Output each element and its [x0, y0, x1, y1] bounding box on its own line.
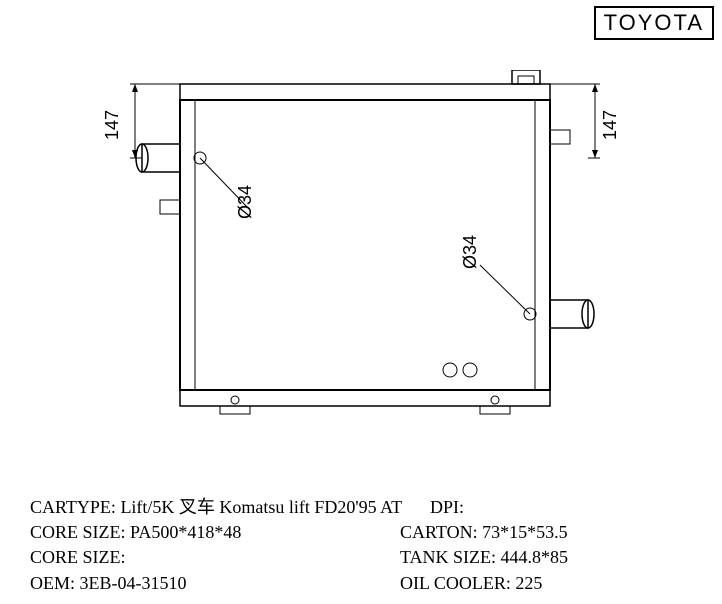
carton-label: CARTON: — [400, 522, 478, 542]
cartype-label: CARTYPE: — [30, 497, 116, 517]
oem-value: 3EB-04-31510 — [80, 573, 187, 593]
coresize1-value: PA500*418*48 — [130, 522, 241, 542]
dim-outlet-dia: Ø34 — [460, 235, 481, 269]
brand-label: TOYOTA — [594, 6, 714, 40]
oilcooler-label: OIL COOLER: — [400, 573, 511, 593]
oilcooler-value: 225 — [515, 573, 542, 593]
cartype-value: Lift/5K 叉车 Komatsu lift FD20'95 AT — [120, 497, 402, 517]
carton-value: 73*15*53.5 — [482, 522, 568, 542]
dim-left-height: 147 — [102, 110, 123, 140]
dim-inlet-dia: Ø34 — [235, 185, 256, 219]
coresize1-label: CORE SIZE: — [30, 522, 126, 542]
tanksize-label: TANK SIZE: — [400, 547, 496, 567]
dpi-label: DPI: — [430, 497, 464, 517]
tanksize-value: 444.8*85 — [501, 547, 569, 567]
coresize2-label: CORE SIZE: — [30, 547, 126, 567]
oem-label: OEM: — [30, 573, 75, 593]
specs-block: CARTYPE: Lift/5K 叉车 Komatsu lift FD20'95… — [30, 495, 700, 596]
dim-right-height: 147 — [600, 110, 621, 140]
radiator-drawing: 147 147 Ø34 Ø34 — [120, 70, 610, 430]
